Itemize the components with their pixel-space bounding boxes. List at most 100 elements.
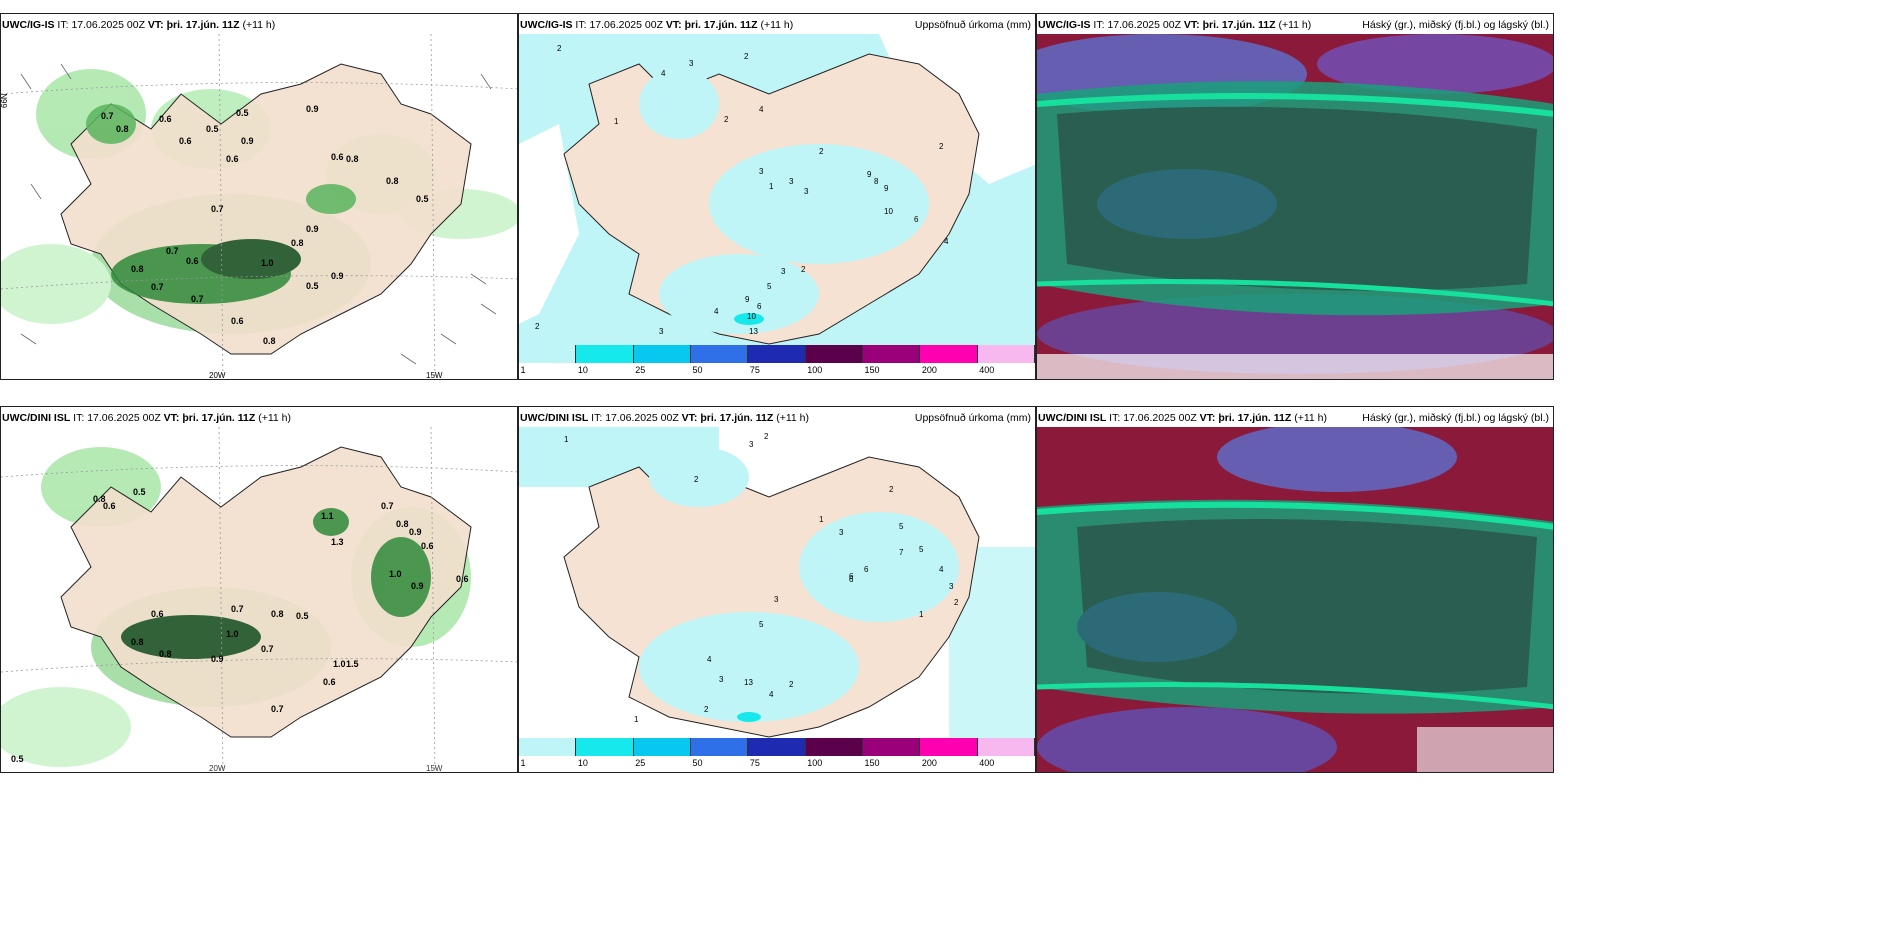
precip-value: 3 [659, 327, 664, 336]
extra-value: 0.5 [11, 754, 24, 764]
cloud-value-labels: 0.7 0.8 0.6 0.5 0.6 0.5 0.9 0.6 0.8 0.9 … [101, 104, 429, 346]
legend-swatch [519, 738, 577, 756]
panel-subtitle: Háský (gr.), miðský (fj.bl.) og lágský (… [1362, 412, 1549, 424]
panel-subtitle: Háský (gr.), miðský (fj.bl.) og lágský (… [1362, 19, 1549, 31]
precip-value: 2 [724, 115, 729, 124]
legend-tick: 400 [979, 758, 995, 768]
precip-value: 9 [745, 295, 750, 304]
panel-title: UWC/IG-IS IT: 17.06.2025 00Z VT: þri. 17… [520, 19, 794, 31]
precip-value: 2 [557, 44, 562, 53]
precip-value: 2 [535, 322, 540, 331]
legend-tick: 200 [921, 758, 937, 768]
cloud-value: 0.6 [159, 114, 172, 124]
cloud-value: 0.7 [166, 246, 179, 256]
legend-swatch [748, 738, 806, 756]
precip-value: 4 [661, 69, 666, 78]
precip-value: 2 [939, 142, 944, 151]
legend-tick: 10 [577, 365, 588, 375]
cloud-value: 0.9 [331, 271, 344, 281]
panel-subtitle: Uppsöfnuð úrkoma (mm) [914, 412, 1031, 424]
precip-value: 1 [769, 182, 774, 191]
cloud-value: 0.7 [381, 501, 394, 511]
panel-title: UWC/DINI ISL IT: 17.06.2025 00Z VT: þri.… [520, 412, 810, 424]
precip-map: 2 3 2 4 1 2 3 4 2 3 1 3 2 9 8 9 10 6 4 3… [519, 34, 1035, 347]
precip-value: 4 [769, 690, 774, 699]
cloud-value: 0.8 [271, 609, 284, 619]
cloud-value: 0.6 [179, 136, 192, 146]
precip-value: 6 [864, 565, 869, 574]
cloud-value: 0.6 [231, 316, 244, 326]
cloud-value: 0.7 [211, 204, 224, 214]
cloud-value: 0.5 [236, 108, 249, 118]
precip-value: 1 [614, 117, 619, 126]
legend-swatch [690, 345, 749, 363]
legend-swatch [977, 738, 1035, 756]
lon-label: 20W [209, 764, 226, 773]
graticule [1, 34, 517, 379]
legend-tick: 25 [635, 758, 646, 768]
cloud-value: 0.8 [116, 124, 129, 134]
legend-swatch [977, 345, 1035, 363]
precip-areas [639, 447, 959, 722]
precip-value: 4 [714, 307, 719, 316]
legend-swatch [633, 345, 691, 363]
precip-value: 7 [899, 548, 904, 557]
precip-value: 8 [874, 177, 879, 186]
cloud-value: 0.8 [263, 336, 276, 346]
legend-tick: 1 [520, 365, 526, 375]
legend-swatch [805, 738, 863, 756]
cloud-value: 0.8 [93, 494, 106, 504]
precip-value: 4 [944, 237, 949, 246]
cloud-value: 0.7 [231, 604, 244, 614]
cloud-value: 0.9 [211, 654, 224, 664]
cloud-value: 0.5 [416, 194, 429, 204]
cloud-value: 0.6 [421, 541, 434, 551]
cloud-value: 0.5 [133, 487, 146, 497]
precip-value: 2 [694, 475, 699, 484]
cloud-value: 0.7 [101, 111, 114, 121]
cloud-value: 0.9 [306, 104, 319, 114]
cloud-value: 0.6 [103, 501, 116, 511]
legend-swatch [920, 345, 978, 363]
precip-value: 3 [839, 528, 844, 537]
precip-legend: 1 10 25 50 75 100 150 200 400 [519, 738, 1035, 772]
cloud-value: 0.7 [151, 282, 164, 292]
cloud-value: 1.1 [321, 511, 334, 521]
cloud-value: 1.0 [226, 629, 239, 639]
panel-title: UWC/DINI ISL IT: 17.06.2025 00Z VT: þri.… [2, 412, 292, 424]
panel-row2-precip: UWC/DINI ISL IT: 17.06.2025 00Z VT: þri.… [518, 406, 1036, 773]
panel-row2-wind: UWC/DINI ISL IT: 17.06.2025 00Z VT: þri.… [0, 406, 518, 773]
cloud-value: 1.5 [346, 659, 359, 669]
cloud-value: 0.8 [346, 154, 359, 164]
precip-value: 1 [564, 435, 569, 444]
precip-value: 3 [689, 59, 694, 68]
cloud-value: 0.6 [331, 152, 344, 162]
precip-value-labels: 2 3 2 4 1 2 3 4 2 3 1 3 2 9 8 9 10 6 4 3… [535, 44, 949, 336]
legend-tick: 50 [692, 758, 703, 768]
cloud-value: 0.5 [296, 611, 309, 621]
cloud-value: 0.6 [456, 574, 469, 584]
cloud-layers-map [1037, 427, 1553, 772]
precip-value: 9 [867, 170, 872, 179]
cloud-value: 0.6 [226, 154, 239, 164]
legend-tick: 150 [864, 758, 880, 768]
legend-tick: 75 [749, 758, 760, 768]
panel-row2-clouds: UWC/DINI ISL IT: 17.06.2025 00Z VT: þri.… [1036, 406, 1554, 773]
precip-value: 3 [719, 675, 724, 684]
cloud-value: 0.8 [159, 649, 172, 659]
cloud-value: 1.0 [389, 569, 402, 579]
graticule [1, 427, 517, 772]
cloud-value: 0.6 [151, 609, 164, 619]
precip-value: 9 [884, 184, 889, 193]
precip-value: 13 [744, 678, 753, 687]
panel-title: UWC/IG-IS IT: 17.06.2025 00Z VT: þri. 17… [1038, 19, 1312, 31]
cloud-value: 0.5 [306, 281, 319, 291]
panel-subtitle: Uppsöfnuð úrkoma (mm) [914, 19, 1031, 31]
precip-value: 10 [747, 312, 756, 321]
precip-value: 2 [954, 598, 959, 607]
precip-value: 5 [919, 545, 924, 554]
legend-tick: 400 [979, 365, 995, 375]
cloud-value: 0.6 [186, 256, 199, 266]
iceland-outline [60, 446, 472, 738]
precip-value: 4 [759, 105, 764, 114]
